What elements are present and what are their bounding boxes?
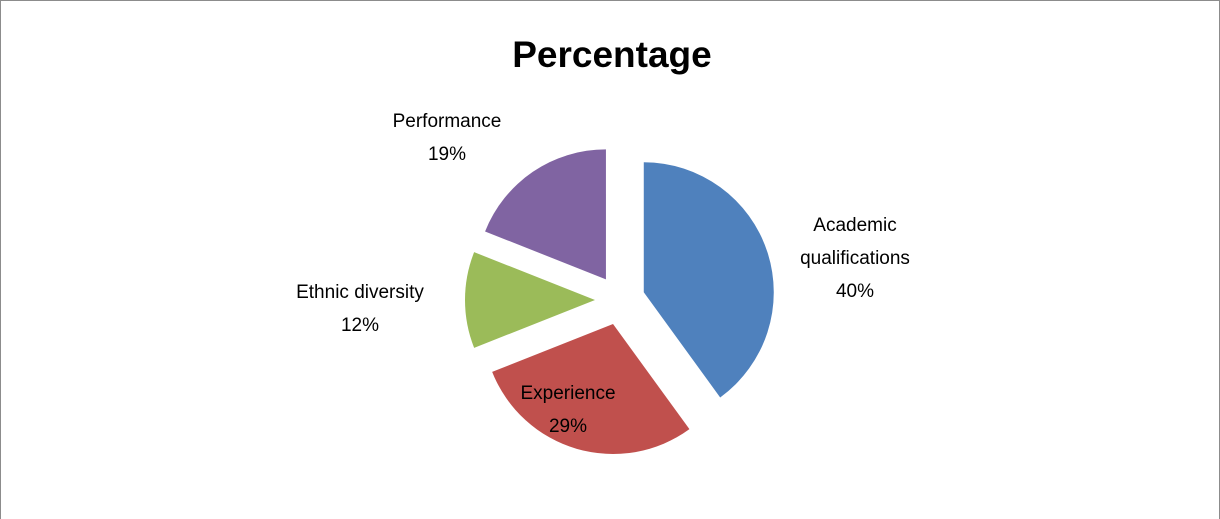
data-label: Performance 19% [367,105,527,171]
pie-slice [492,324,690,455]
data-label: Academic qualifications 40% [790,209,920,308]
category-label: Performance [392,111,502,132]
category-label: Academic qualifications [800,215,910,269]
value-label: 19% [427,144,467,165]
category-label: Ethnic diversity [296,282,424,303]
value-label: 40% [835,281,875,302]
pie-slice [465,252,595,348]
pie-slice [485,149,606,280]
value-label: 12% [340,315,380,336]
pie-slice [643,162,774,398]
value-label: 29% [548,416,588,437]
category-label: Experience [520,383,616,404]
data-label: Ethnic diversity 12% [260,276,460,342]
chart-title: Percentage [512,34,712,75]
data-label: Experience 29% [488,377,648,443]
